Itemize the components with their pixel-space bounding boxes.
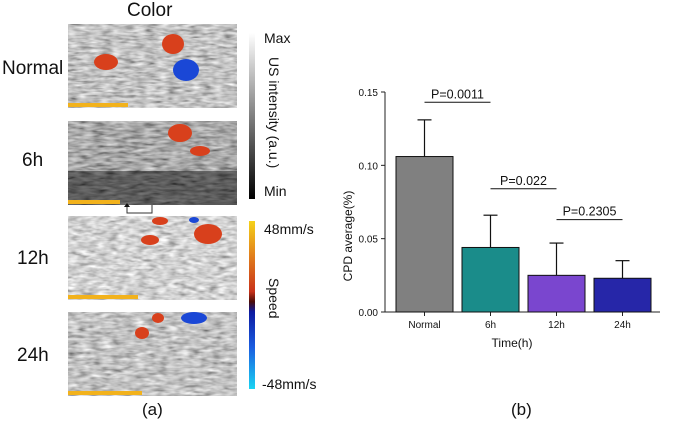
- ultrasound-image-6h: [68, 121, 237, 205]
- scale-bar: [68, 103, 128, 107]
- intensity-max-label: Max: [264, 30, 291, 46]
- p-value-label: P=0.022: [500, 174, 547, 188]
- y-tick-label: 0.05: [359, 235, 379, 246]
- doppler-red-blob: [135, 327, 149, 339]
- speed-axis-label: Speed: [266, 278, 282, 319]
- ultrasound-image-24h: [68, 312, 237, 396]
- speed-min-label: -48mm/s: [262, 376, 317, 392]
- bar: [395, 156, 454, 313]
- doppler-red-blob: [152, 313, 164, 323]
- y-tick-label: 0.00: [359, 308, 379, 319]
- scale-bar: [68, 295, 138, 299]
- selection-bracket: [124, 203, 153, 214]
- bar: [461, 246, 520, 313]
- scale-bar: [68, 200, 120, 204]
- bar: [527, 274, 586, 313]
- x-tick-label: 24h: [614, 320, 631, 331]
- doppler-blue-blob: [173, 59, 199, 81]
- caption-a: (a): [142, 400, 163, 419]
- row-label-6h: 6h: [22, 150, 44, 171]
- column-title: Color: [127, 0, 173, 21]
- ultrasound-image-normal: [68, 24, 237, 108]
- x-axis-label: Time(h): [492, 336, 533, 350]
- speed-max-label: 48mm/s: [264, 221, 314, 237]
- row-label-normal: Normal: [2, 58, 64, 79]
- doppler-red-blob: [168, 124, 192, 142]
- y-tick-label: 0.15: [359, 88, 379, 99]
- intensity-colorbar: [249, 33, 255, 199]
- scale-bar: [68, 391, 142, 395]
- bar: [593, 277, 652, 313]
- doppler-red-blob: [194, 224, 222, 244]
- doppler-red-blob: [190, 146, 210, 156]
- speed-colorbar: [249, 221, 255, 389]
- y-tick-label: 0.10: [359, 161, 379, 172]
- doppler-red-blob: [141, 235, 159, 245]
- p-value-label: P=0.0011: [431, 87, 484, 101]
- ultrasound-image-12h: [68, 216, 237, 300]
- y-axis-label: CPD average(%): [341, 191, 355, 282]
- cpd-bar-chart: 0.00 0.05 0.10 0.15 Normal 6h 12h 24h P=0.0011 P…: [341, 87, 660, 350]
- doppler-red-blob: [162, 34, 184, 54]
- x-tick-label: 12h: [548, 320, 565, 331]
- p-value-label: P=0.2305: [563, 205, 617, 219]
- doppler-red-blob: [152, 217, 168, 225]
- row-label-24h: 24h: [17, 345, 49, 366]
- doppler-blue-blob: [189, 217, 199, 223]
- intensity-axis-label: US intensity (a.u.): [266, 57, 282, 169]
- x-tick-label: Normal: [408, 320, 440, 331]
- doppler-red-blob: [94, 54, 118, 70]
- row-label-12h: 12h: [17, 248, 49, 269]
- doppler-blue-blob: [181, 312, 207, 324]
- x-tick-label: 6h: [485, 320, 496, 331]
- intensity-min-label: Min: [264, 183, 287, 199]
- caption-b: (b): [511, 400, 532, 419]
